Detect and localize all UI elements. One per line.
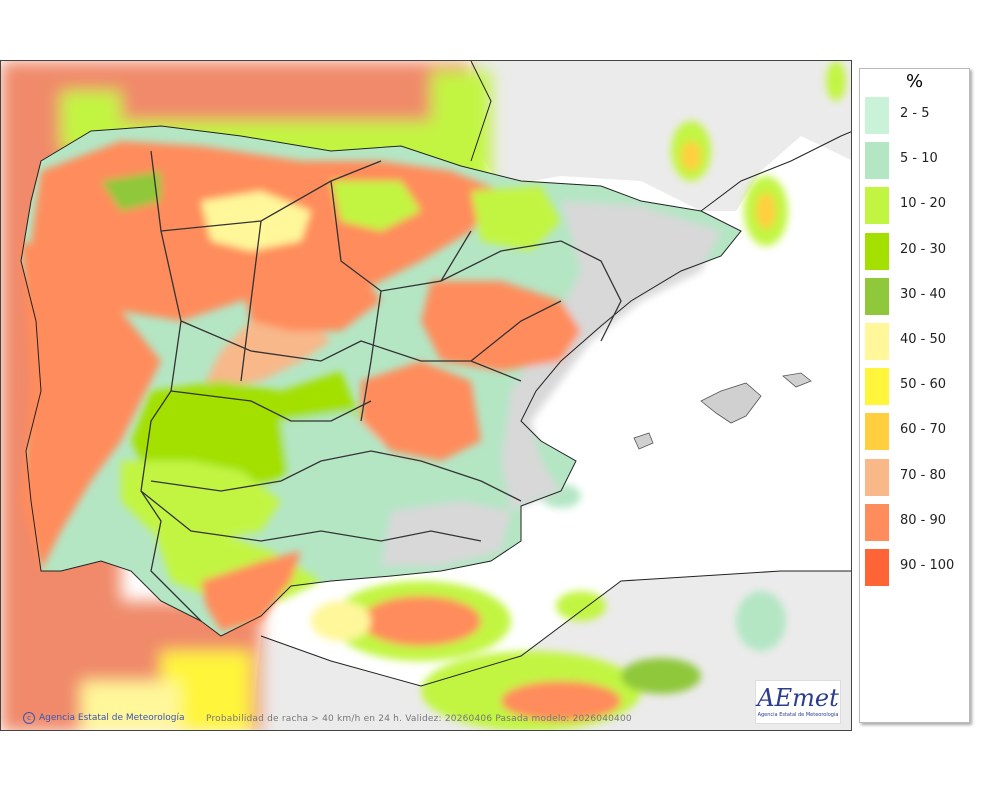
credit-text: Agencia Estatal de Meteorología xyxy=(39,713,185,723)
legend-item: 50 - 60 xyxy=(863,364,967,406)
legend-label: 20 - 30 xyxy=(900,241,947,257)
legend-label: 2 - 5 xyxy=(900,106,930,121)
legend-label: 10 - 20 xyxy=(900,196,947,212)
legend-item: 10 - 20 xyxy=(863,183,967,225)
aemet-logo: AEmet Agencia Estatal de Meteorología xyxy=(755,680,841,724)
legend-swatch xyxy=(865,323,889,360)
legend-swatch xyxy=(865,142,889,180)
legend-swatch xyxy=(865,277,889,315)
legend-swatch xyxy=(865,368,889,406)
coastline xyxy=(20,61,851,687)
agency-credit: c Agencia Estatal de Meteorología xyxy=(23,712,185,724)
legend-item: 60 - 70 xyxy=(863,409,967,451)
copyright-icon: c xyxy=(23,712,35,724)
legend-item: 5 - 10 xyxy=(863,138,967,180)
legend-panel: % 2 - 5 5 - 10 10 - 20 20 - 30 30 - 40 40 - 5… xyxy=(859,68,970,723)
mallorca-island xyxy=(700,382,762,424)
probability-map[interactable]: c Agencia Estatal de Meteorología Probabi… xyxy=(0,60,852,731)
land-field xyxy=(21,141,721,631)
legend-label: 60 - 70 xyxy=(900,422,947,438)
region-borders xyxy=(140,150,622,622)
legend-swatch xyxy=(865,549,889,586)
legend-item: 90 - 100 xyxy=(863,545,967,586)
france-land xyxy=(471,61,851,211)
legend-item: 70 - 80 xyxy=(863,455,967,496)
menorca-island xyxy=(782,372,812,388)
legend-label: 40 - 50 xyxy=(900,332,947,347)
map-canvas xyxy=(1,61,851,730)
logo-wordmark: AEmet xyxy=(757,684,839,712)
africa-land xyxy=(251,571,851,730)
legend-swatch xyxy=(865,503,889,541)
legend-label: 30 - 40 xyxy=(900,286,947,302)
legend-unit: % xyxy=(905,71,924,92)
legend-item: 20 - 30 xyxy=(863,229,967,270)
legend-swatch xyxy=(865,413,889,451)
logo-subtitle: Agencia Estatal de Meteorología xyxy=(757,712,839,718)
legend-label: 70 - 80 xyxy=(900,467,947,483)
legend-label: 80 - 90 xyxy=(900,512,947,528)
legend-label: 90 - 100 xyxy=(900,558,955,573)
legend-swatch xyxy=(865,187,889,225)
legend-swatch xyxy=(865,232,889,270)
legend-label: 5 - 10 xyxy=(900,151,938,167)
legend-item: 80 - 90 xyxy=(863,500,967,541)
legend-swatch xyxy=(865,458,889,496)
map-caption: Probabilidad de racha > 40 km/h en 24 h.… xyxy=(206,714,632,724)
legend-item: 2 - 5 xyxy=(863,93,967,134)
legend-item: 40 - 50 xyxy=(863,319,967,360)
legend-label: 50 - 60 xyxy=(900,377,947,393)
legend-item: 30 - 40 xyxy=(863,274,967,315)
ibiza-island xyxy=(633,432,654,450)
legend-swatch xyxy=(865,97,889,134)
